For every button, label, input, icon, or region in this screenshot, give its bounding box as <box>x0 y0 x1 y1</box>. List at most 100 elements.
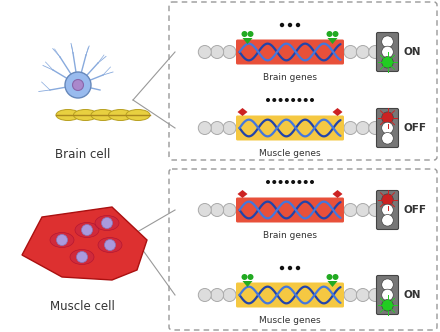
Circle shape <box>198 122 211 134</box>
Circle shape <box>223 289 236 301</box>
Circle shape <box>381 194 393 206</box>
Polygon shape <box>22 207 147 280</box>
Circle shape <box>344 122 357 134</box>
Circle shape <box>56 234 67 245</box>
Circle shape <box>223 204 236 216</box>
Ellipse shape <box>73 110 98 121</box>
Circle shape <box>344 289 357 301</box>
Polygon shape <box>238 190 247 198</box>
Circle shape <box>285 180 289 184</box>
Circle shape <box>242 274 247 280</box>
Circle shape <box>381 36 393 47</box>
Text: ON: ON <box>403 47 421 57</box>
Ellipse shape <box>126 110 150 121</box>
Circle shape <box>288 23 292 27</box>
Circle shape <box>381 56 393 68</box>
Ellipse shape <box>56 110 80 121</box>
Circle shape <box>285 98 289 102</box>
Text: OFF: OFF <box>403 205 426 215</box>
Circle shape <box>381 279 393 290</box>
Polygon shape <box>327 281 337 287</box>
Circle shape <box>105 239 115 251</box>
Circle shape <box>198 289 211 301</box>
Circle shape <box>198 45 211 58</box>
Circle shape <box>356 45 369 58</box>
Circle shape <box>279 180 282 184</box>
Circle shape <box>198 204 211 216</box>
Circle shape <box>296 23 300 27</box>
Polygon shape <box>238 108 247 116</box>
Circle shape <box>381 132 393 144</box>
Circle shape <box>223 122 236 134</box>
Circle shape <box>326 31 333 37</box>
Circle shape <box>326 274 333 280</box>
Circle shape <box>381 112 393 124</box>
Circle shape <box>304 180 308 184</box>
Circle shape <box>272 180 276 184</box>
Ellipse shape <box>91 110 115 121</box>
FancyBboxPatch shape <box>377 276 399 314</box>
Circle shape <box>291 98 295 102</box>
Circle shape <box>77 252 88 263</box>
Circle shape <box>242 31 247 37</box>
Circle shape <box>211 45 224 58</box>
Circle shape <box>73 79 84 91</box>
FancyBboxPatch shape <box>236 40 344 64</box>
Circle shape <box>223 45 236 58</box>
FancyBboxPatch shape <box>377 191 399 229</box>
Circle shape <box>81 224 92 235</box>
Circle shape <box>296 266 300 270</box>
Circle shape <box>381 46 393 58</box>
Circle shape <box>381 299 393 311</box>
Text: ON: ON <box>403 290 421 300</box>
Circle shape <box>381 214 393 226</box>
Circle shape <box>310 98 314 102</box>
Circle shape <box>272 98 276 102</box>
Ellipse shape <box>98 237 122 253</box>
Circle shape <box>266 180 270 184</box>
Circle shape <box>381 289 393 301</box>
FancyBboxPatch shape <box>169 169 437 330</box>
Ellipse shape <box>109 110 132 121</box>
Ellipse shape <box>50 232 74 247</box>
Circle shape <box>344 45 357 58</box>
Circle shape <box>369 204 381 216</box>
FancyBboxPatch shape <box>377 109 399 147</box>
Circle shape <box>291 180 295 184</box>
Text: Muscle cell: Muscle cell <box>50 300 114 313</box>
Circle shape <box>280 23 284 27</box>
Polygon shape <box>333 190 342 198</box>
Circle shape <box>333 31 338 37</box>
Circle shape <box>369 289 381 301</box>
Circle shape <box>297 180 301 184</box>
Text: Brain genes: Brain genes <box>263 231 317 240</box>
Circle shape <box>356 289 369 301</box>
Circle shape <box>102 217 113 228</box>
Circle shape <box>333 274 338 280</box>
FancyBboxPatch shape <box>377 33 399 71</box>
Polygon shape <box>242 281 253 287</box>
FancyBboxPatch shape <box>236 116 344 140</box>
FancyBboxPatch shape <box>236 283 344 307</box>
Circle shape <box>65 72 91 98</box>
Circle shape <box>211 122 224 134</box>
Circle shape <box>369 122 381 134</box>
Circle shape <box>247 274 253 280</box>
Text: Muscle genes: Muscle genes <box>259 316 321 325</box>
Circle shape <box>211 289 224 301</box>
Circle shape <box>344 204 357 216</box>
Circle shape <box>247 31 253 37</box>
Circle shape <box>279 98 282 102</box>
Text: Brain cell: Brain cell <box>55 148 111 161</box>
Text: Muscle genes: Muscle genes <box>259 149 321 158</box>
Circle shape <box>211 204 224 216</box>
Polygon shape <box>242 38 253 44</box>
Text: OFF: OFF <box>403 123 426 133</box>
Text: Brain genes: Brain genes <box>263 73 317 82</box>
Circle shape <box>304 98 308 102</box>
Circle shape <box>288 266 292 270</box>
Ellipse shape <box>70 250 94 265</box>
Circle shape <box>297 98 301 102</box>
Circle shape <box>356 122 369 134</box>
Circle shape <box>369 45 381 58</box>
